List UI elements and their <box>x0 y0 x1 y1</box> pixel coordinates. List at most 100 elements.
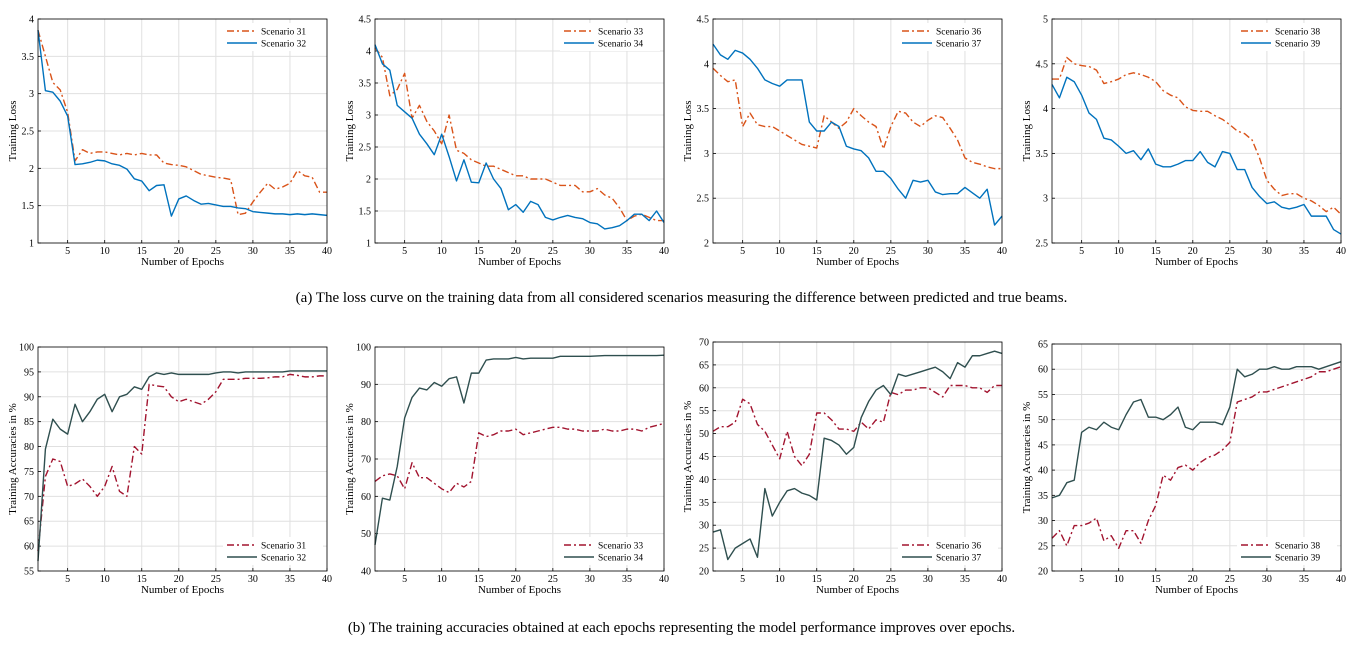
x-tick-label: 10 <box>100 574 110 585</box>
x-tick-label: 25 <box>886 246 896 257</box>
y-tick-label: 3 <box>366 111 371 122</box>
y-tick-label: 80 <box>361 417 371 428</box>
x-tick-label: 5 <box>740 574 745 585</box>
x-tick-label: 15 <box>812 246 822 257</box>
series-line-scenario-37 <box>712 43 1003 226</box>
x-tick-label: 20 <box>511 574 521 585</box>
x-tick-label: 20 <box>511 246 521 257</box>
x-tick-label: 20 <box>849 574 859 585</box>
y-tick-label: 1 <box>29 239 34 250</box>
x-tick-label: 35 <box>1299 246 1309 257</box>
y-tick-label: 3.5 <box>1036 149 1049 160</box>
y-tick-label: 70 <box>699 338 709 349</box>
y-tick-label: 3 <box>1043 194 1048 205</box>
y-tick-label: 35 <box>699 498 709 509</box>
legend-label: Scenario 32 <box>261 40 306 50</box>
x-tick-label: 10 <box>437 246 447 257</box>
plot-frame <box>37 18 328 244</box>
plot-frame <box>37 346 328 572</box>
y-tick-label: 50 <box>1038 415 1048 426</box>
x-axis-label: Number of Epochs <box>816 256 899 268</box>
x-tick-label: 15 <box>474 574 484 585</box>
series-line-scenario-36 <box>712 67 1002 170</box>
y-tick-label: 60 <box>699 383 709 394</box>
y-tick-label: 4 <box>1043 104 1048 115</box>
y-tick-label: 65 <box>24 517 34 528</box>
y-tick-label: 55 <box>1038 390 1048 401</box>
y-tick-label: 3 <box>29 89 34 100</box>
y-tick-label: 2.5 <box>359 143 372 154</box>
x-tick-label: 5 <box>1079 246 1084 257</box>
legend-box <box>898 23 998 51</box>
x-tick-label: 40 <box>322 574 332 585</box>
y-tick-label: 75 <box>24 467 34 478</box>
x-tick-label: 35 <box>285 246 295 257</box>
x-tick-label: 35 <box>622 246 632 257</box>
legend-box <box>1237 23 1337 51</box>
y-tick-label: 55 <box>24 567 34 578</box>
y-tick-label: 35 <box>1038 491 1048 502</box>
y-tick-label: 2 <box>366 175 371 186</box>
y-tick-label: 50 <box>699 429 709 440</box>
x-tick-label: 35 <box>960 574 970 585</box>
series-line-scenario-38 <box>1051 366 1342 549</box>
x-tick-label: 30 <box>1262 574 1272 585</box>
y-tick-label: 90 <box>24 392 34 403</box>
x-tick-label: 35 <box>622 574 632 585</box>
y-tick-label: 3.5 <box>22 52 35 63</box>
y-tick-label: 60 <box>24 542 34 553</box>
x-axis-label: Number of Epochs <box>141 584 224 596</box>
series-line-scenario-32 <box>37 30 328 217</box>
x-axis-label: Number of Epochs <box>1155 584 1238 596</box>
y-axis-label: Training Loss <box>7 100 19 161</box>
y-tick-label: 40 <box>1038 466 1048 477</box>
x-tick-label: 15 <box>474 246 484 257</box>
legend-label: Scenario 31 <box>261 542 306 552</box>
x-tick-label: 5 <box>402 574 407 585</box>
y-tick-label: 65 <box>1038 340 1048 351</box>
y-axis-label: Training Accuracies in % <box>682 401 694 513</box>
x-tick-label: 25 <box>211 574 221 585</box>
legend-label: Scenario 38 <box>1275 542 1320 552</box>
y-axis-label: Training Loss <box>344 100 356 161</box>
y-tick-label: 90 <box>361 380 371 391</box>
y-tick-label: 30 <box>699 521 709 532</box>
y-tick-label: 2.5 <box>1036 239 1049 250</box>
x-tick-label: 10 <box>775 246 785 257</box>
y-tick-label: 95 <box>24 367 34 378</box>
x-tick-label: 30 <box>585 246 595 257</box>
legend-label: Scenario 37 <box>936 554 981 564</box>
x-tick-label: 25 <box>1225 574 1235 585</box>
chart-4: 5 10 15 20 25 30 35 40 2.5 3 3.5 4 4.5 5 Number of Epo… <box>1021 15 1346 269</box>
x-tick-label: 30 <box>923 246 933 257</box>
y-axis-label: Training Accuracies in % <box>344 403 356 515</box>
x-tick-label: 15 <box>1151 574 1161 585</box>
x-axis-label: Number of Epochs <box>478 256 561 268</box>
y-tick-label: 2.5 <box>22 127 35 138</box>
x-tick-label: 40 <box>997 574 1007 585</box>
x-tick-label: 20 <box>174 574 184 585</box>
y-tick-label: 4 <box>366 47 371 58</box>
x-tick-label: 15 <box>137 246 147 257</box>
legend-box <box>1237 537 1337 565</box>
x-axis-label: Number of Epochs <box>816 584 899 596</box>
series-line-scenario-39 <box>1051 360 1342 499</box>
legend-label: Scenario 34 <box>598 40 643 50</box>
y-tick-label: 55 <box>699 406 709 417</box>
y-tick-label: 45 <box>1038 440 1048 451</box>
y-tick-label: 65 <box>699 360 709 371</box>
series-line-scenario-37 <box>712 350 1003 561</box>
x-tick-label: 40 <box>659 246 669 257</box>
y-axis-label: Training Accuracies in % <box>1021 402 1033 514</box>
x-tick-label: 25 <box>548 246 558 257</box>
y-tick-label: 25 <box>699 544 709 555</box>
x-tick-label: 25 <box>886 574 896 585</box>
plot-frame <box>712 18 1003 244</box>
x-tick-label: 30 <box>585 574 595 585</box>
x-tick-label: 10 <box>1114 246 1124 257</box>
legend-label: Scenario 36 <box>936 542 981 552</box>
x-tick-label: 35 <box>285 574 295 585</box>
legend-box <box>898 537 998 565</box>
legend-label: Scenario 31 <box>261 28 306 38</box>
chart-6: 5 10 15 20 25 30 35 40 40 50 60 70 80 90 100 Number of … <box>344 343 669 597</box>
